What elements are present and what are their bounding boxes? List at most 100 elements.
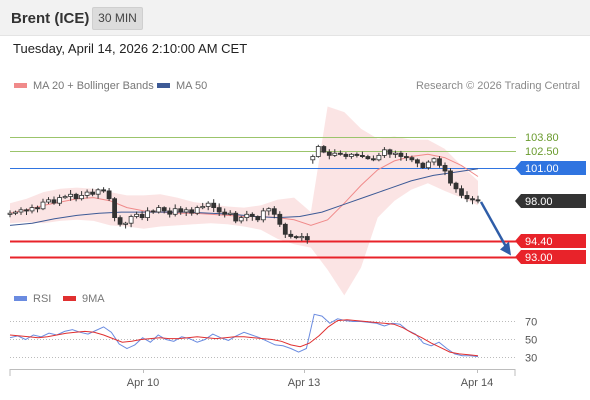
candle-body bbox=[172, 208, 178, 215]
candle-body bbox=[183, 209, 189, 213]
candle-body bbox=[167, 210, 173, 215]
candle-body bbox=[403, 156, 409, 159]
candle-body bbox=[68, 193, 73, 197]
level-badge bbox=[515, 234, 586, 248]
candle-body bbox=[348, 153, 354, 157]
ma20-line bbox=[9, 153, 479, 226]
candle-body bbox=[282, 223, 288, 235]
candle-body bbox=[249, 213, 255, 217]
candle-body bbox=[62, 196, 68, 199]
candle-body bbox=[304, 236, 310, 241]
candle-body bbox=[381, 149, 387, 156]
rsi-tick-label-50: 50 bbox=[525, 335, 537, 347]
candle-body bbox=[18, 209, 24, 213]
rsi-ma-swatch-icon bbox=[63, 295, 76, 301]
candle-body bbox=[134, 213, 140, 217]
rsi-tick-label-30: 30 bbox=[525, 353, 537, 365]
candle-body bbox=[139, 213, 145, 219]
candle-body bbox=[420, 162, 426, 168]
bollinger-band-area bbox=[10, 106, 478, 296]
forecast-arrow-shaft bbox=[479, 201, 509, 250]
level-label-group-103.80: 103.80 bbox=[525, 132, 559, 144]
level-label-group-93.00: 93.00 bbox=[515, 250, 586, 264]
chart-header: Brent (ICE) 30 MIN bbox=[0, 0, 590, 36]
candle-body bbox=[475, 199, 481, 202]
rsi-ma-line bbox=[9, 319, 479, 357]
candle-body bbox=[216, 207, 222, 213]
forecast-arrow-head bbox=[500, 241, 511, 256]
forecast-arrow-layer bbox=[479, 201, 511, 256]
copyright-text: Research © 2026 Trading Central bbox=[415, 80, 580, 92]
candle-body bbox=[13, 211, 18, 214]
chart-datetime: Tuesday, April 14, 2026 2:10:00 AM CET bbox=[13, 41, 248, 56]
candle-body bbox=[227, 212, 233, 215]
candle-body bbox=[84, 191, 90, 196]
x-tick-label-apr14: Apr 14 bbox=[461, 377, 493, 389]
candle-body bbox=[442, 164, 448, 172]
candle-body bbox=[453, 182, 459, 190]
candle-body bbox=[271, 208, 277, 215]
legend-bollinger: MA 20 + Bollinger Bands bbox=[14, 80, 154, 92]
candle-body bbox=[459, 188, 464, 196]
candle-body bbox=[277, 213, 283, 225]
candle-body bbox=[40, 201, 46, 210]
legend-rsi-label: RSI bbox=[33, 293, 52, 305]
candle-body bbox=[343, 153, 349, 157]
level-lines-layer bbox=[10, 137, 516, 259]
candle-body bbox=[376, 154, 382, 161]
moving-average-layer bbox=[9, 153, 479, 226]
rsi-line bbox=[9, 313, 479, 358]
level-label-98.00: 98.00 bbox=[525, 196, 553, 208]
candle-body bbox=[321, 146, 327, 153]
candle-body bbox=[73, 193, 79, 200]
candle-body bbox=[464, 194, 470, 200]
level-labels-layer: 103.80 102.50 101.00 98.00 94.40 93.00 bbox=[515, 132, 586, 264]
candle-body bbox=[101, 189, 106, 192]
candle-body bbox=[200, 206, 206, 209]
level-label-group-101.00: 101.00 bbox=[515, 161, 586, 175]
candle-body bbox=[57, 197, 62, 204]
candle-body bbox=[95, 189, 101, 195]
candle-body bbox=[431, 158, 437, 163]
candle-body bbox=[150, 210, 156, 213]
candle-body bbox=[211, 202, 217, 208]
candle-body bbox=[387, 149, 393, 155]
bollinger-band-layer bbox=[10, 106, 478, 296]
candle-body bbox=[437, 158, 442, 166]
level-badge bbox=[515, 194, 586, 208]
candle-body bbox=[288, 233, 294, 237]
candle-body bbox=[365, 156, 371, 160]
candle-body bbox=[244, 213, 250, 219]
candle-body bbox=[370, 158, 376, 161]
candle-body bbox=[315, 146, 321, 157]
rsi-panel: 70 50 30 bbox=[9, 313, 537, 365]
candle-body bbox=[205, 202, 211, 207]
candle-body bbox=[194, 207, 200, 214]
legend-ma50: MA 50 bbox=[157, 80, 207, 92]
level-label-101.00: 101.00 bbox=[525, 163, 559, 175]
legend-bollinger-label: MA 20 + Bollinger Bands bbox=[33, 80, 154, 92]
level-label-94.40: 94.40 bbox=[525, 236, 553, 248]
candle-body bbox=[128, 216, 134, 224]
level-label-103.80: 103.80 bbox=[525, 132, 559, 144]
candle-body bbox=[409, 157, 415, 161]
rsi-swatch-icon bbox=[14, 295, 27, 301]
candles-layer bbox=[7, 144, 481, 244]
candle-body bbox=[414, 159, 420, 164]
candle-body bbox=[392, 152, 398, 155]
x-tick-label-apr13: Apr 13 bbox=[288, 377, 320, 389]
level-label-93.00: 93.00 bbox=[525, 252, 553, 264]
candle-body bbox=[117, 217, 123, 225]
candle-body bbox=[337, 152, 343, 155]
candle-body bbox=[161, 207, 167, 212]
candle-body bbox=[310, 156, 316, 161]
candle-body bbox=[470, 198, 475, 201]
level-label-group-98.00: 98.00 bbox=[515, 194, 586, 208]
candle-body bbox=[326, 151, 332, 156]
level-badge bbox=[515, 161, 586, 175]
candle-body bbox=[29, 207, 35, 212]
candle-body bbox=[359, 154, 365, 157]
timeframe-button[interactable]: 30 MIN bbox=[92, 7, 143, 30]
candle-body bbox=[112, 198, 117, 218]
